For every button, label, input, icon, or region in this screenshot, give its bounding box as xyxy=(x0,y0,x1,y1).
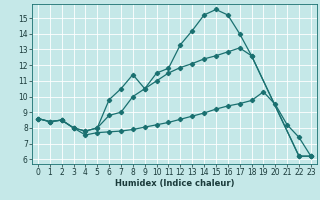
X-axis label: Humidex (Indice chaleur): Humidex (Indice chaleur) xyxy=(115,179,234,188)
